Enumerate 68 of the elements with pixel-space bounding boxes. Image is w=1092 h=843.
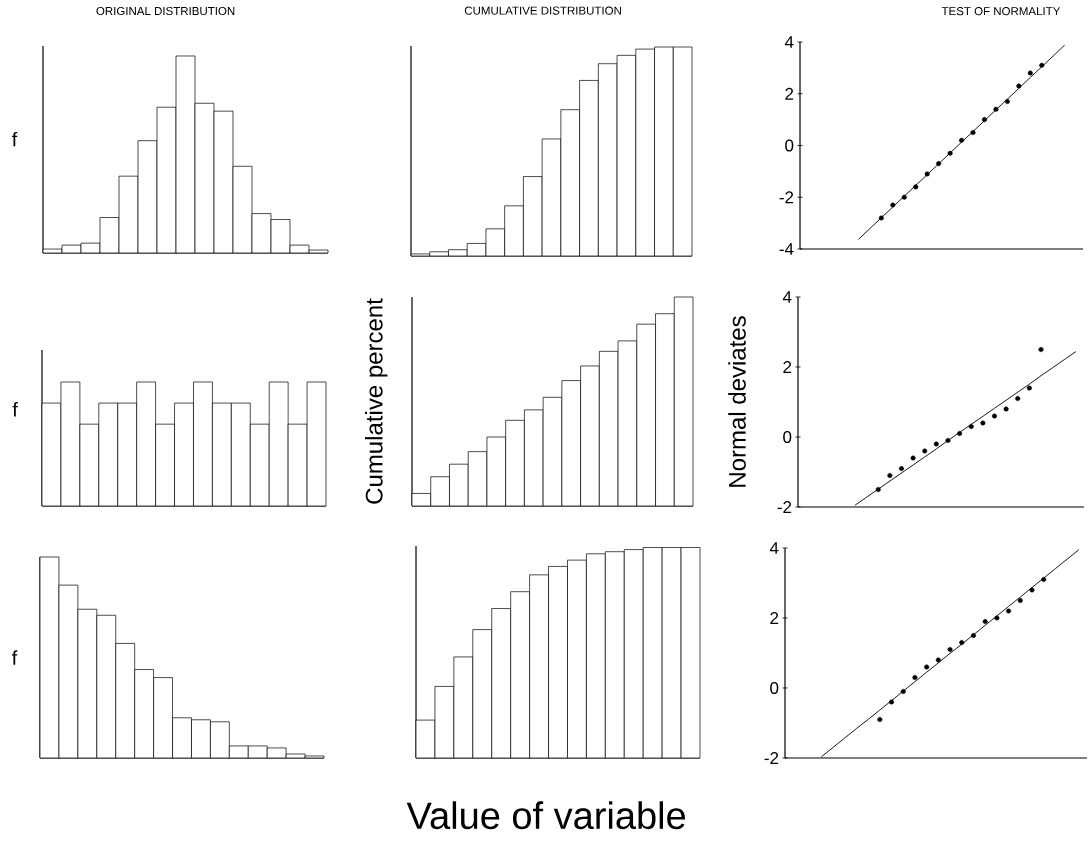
point bbox=[922, 448, 928, 454]
point bbox=[1017, 597, 1023, 603]
y-tick-label: 4 bbox=[784, 36, 794, 48]
point bbox=[991, 413, 997, 419]
point bbox=[935, 657, 941, 663]
y-axis-title: Normal deviates bbox=[728, 316, 746, 487]
point bbox=[994, 615, 1000, 621]
point bbox=[970, 632, 976, 638]
point bbox=[1027, 70, 1033, 76]
point bbox=[957, 430, 963, 436]
chart-title: ORIGINAL DISTRIBUTION bbox=[96, 6, 235, 16]
point bbox=[1006, 608, 1012, 614]
point bbox=[980, 420, 986, 426]
x-axis-title: Value of variable bbox=[406, 801, 686, 830]
y-axis-title: Cumulative percent bbox=[365, 298, 388, 504]
point bbox=[1039, 62, 1045, 68]
point bbox=[1015, 395, 1021, 401]
point bbox=[945, 437, 951, 443]
point bbox=[1029, 587, 1035, 593]
point bbox=[887, 472, 893, 478]
y-tick-label: -2 bbox=[764, 752, 779, 764]
y-tick-label: -2 bbox=[777, 501, 792, 513]
line-series bbox=[857, 44, 1066, 240]
point bbox=[1003, 406, 1009, 412]
point bbox=[970, 130, 976, 136]
point bbox=[924, 171, 930, 177]
point bbox=[959, 639, 965, 645]
y-tick-label: 2 bbox=[785, 87, 794, 100]
y-tick-label: 2 bbox=[770, 612, 779, 624]
point bbox=[981, 117, 987, 123]
point bbox=[900, 688, 906, 694]
chart-title: TEST OF NORMALITY bbox=[941, 7, 1061, 16]
point bbox=[1016, 83, 1022, 89]
y-tick-label: 0 bbox=[785, 139, 794, 152]
point bbox=[901, 194, 907, 200]
y-tick-label: 0 bbox=[783, 430, 792, 444]
y-tick-label: 2 bbox=[783, 361, 792, 373]
point bbox=[959, 137, 965, 143]
point bbox=[910, 455, 916, 461]
point bbox=[1038, 346, 1044, 352]
point bbox=[877, 716, 883, 722]
y-axis-title: f bbox=[12, 131, 18, 147]
point bbox=[968, 423, 974, 429]
point bbox=[1041, 576, 1047, 582]
point bbox=[890, 202, 896, 208]
point bbox=[898, 465, 904, 471]
point bbox=[993, 106, 999, 112]
point bbox=[912, 674, 918, 680]
point bbox=[1004, 99, 1010, 104]
point bbox=[982, 618, 988, 624]
point bbox=[1026, 385, 1032, 391]
point bbox=[947, 646, 953, 652]
y-tick-label: -2 bbox=[779, 191, 794, 204]
y-axis-title: f bbox=[12, 402, 18, 417]
point bbox=[878, 215, 884, 221]
point bbox=[947, 150, 953, 156]
y-tick-label: 4 bbox=[782, 291, 792, 303]
y-tick-label: 0 bbox=[770, 681, 779, 695]
point bbox=[924, 664, 930, 670]
point bbox=[875, 486, 881, 492]
y-tick-label: -4 bbox=[779, 243, 794, 255]
chart-title: CUMULATIVE DISTRIBUTION bbox=[464, 6, 621, 15]
y-axis-title: f bbox=[11, 650, 18, 665]
point bbox=[913, 184, 919, 190]
point bbox=[936, 161, 942, 167]
point bbox=[889, 699, 895, 705]
y-tick-label: 4 bbox=[769, 542, 779, 554]
point bbox=[933, 441, 939, 447]
